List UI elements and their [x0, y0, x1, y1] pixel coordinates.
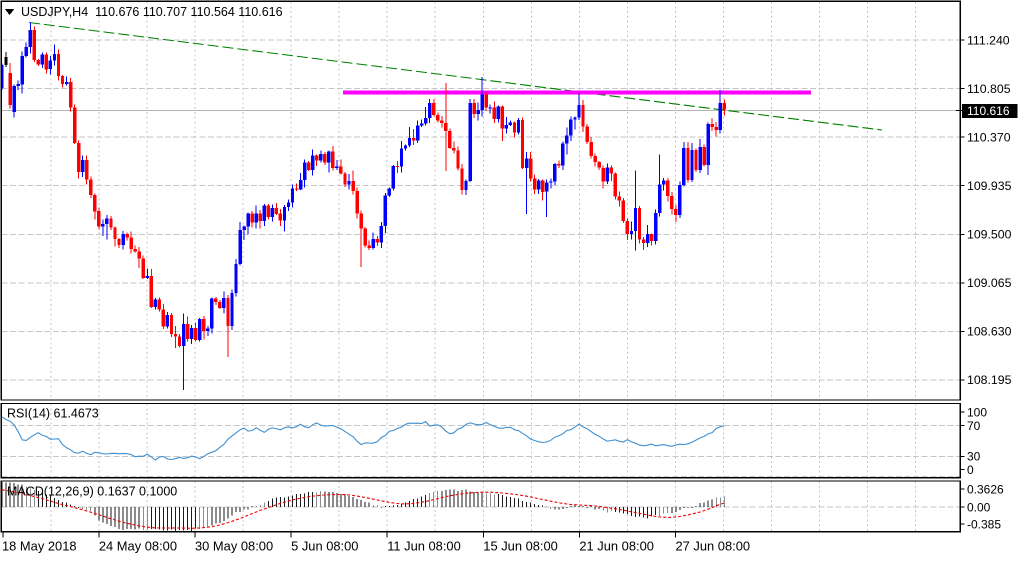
svg-text:15 Jun 08:00: 15 Jun 08:00 [483, 539, 558, 554]
svg-text:111.240: 111.240 [967, 33, 1010, 47]
svg-text:70: 70 [967, 419, 981, 433]
svg-text:0.00: 0.00 [967, 500, 991, 514]
svg-text:109.500: 109.500 [967, 228, 1012, 242]
svg-text:24 May 08:00: 24 May 08:00 [99, 539, 177, 554]
svg-text:110.370: 110.370 [967, 130, 1011, 144]
svg-text:5 Jun 08:00: 5 Jun 08:00 [291, 539, 358, 554]
svg-text:18 May 2018: 18 May 2018 [2, 539, 77, 554]
svg-text:11 Jun 08:00: 11 Jun 08:00 [387, 539, 461, 554]
svg-text:30: 30 [967, 450, 981, 464]
svg-text:30 May 08:00: 30 May 08:00 [195, 539, 273, 554]
svg-text:-0.385: -0.385 [967, 517, 1001, 531]
svg-text:109.935: 109.935 [967, 179, 1012, 193]
svg-text:108.195: 108.195 [967, 373, 1012, 387]
svg-text:109.065: 109.065 [967, 276, 1012, 290]
svg-text:MACD(12,26,9) 0.1637 0.1000: MACD(12,26,9) 0.1637 0.1000 [7, 485, 177, 499]
svg-text:0: 0 [967, 463, 974, 477]
svg-text:27 Jun 08:00: 27 Jun 08:00 [676, 539, 751, 554]
svg-text:RSI(14) 61.4673: RSI(14) 61.4673 [7, 406, 99, 420]
svg-text:21 Jun 08:00: 21 Jun 08:00 [579, 539, 654, 554]
svg-text:110.616: 110.616 [967, 104, 1010, 118]
svg-text:110.805: 110.805 [967, 82, 1011, 96]
svg-text:100: 100 [967, 405, 987, 419]
svg-text:USDJPY,H4 110.676 110.707 110: USDJPY,H4 110.676 110.707 110.564 110.61… [21, 5, 283, 19]
svg-text:0.3626: 0.3626 [967, 482, 1004, 496]
svg-text:108.630: 108.630 [967, 325, 1012, 339]
